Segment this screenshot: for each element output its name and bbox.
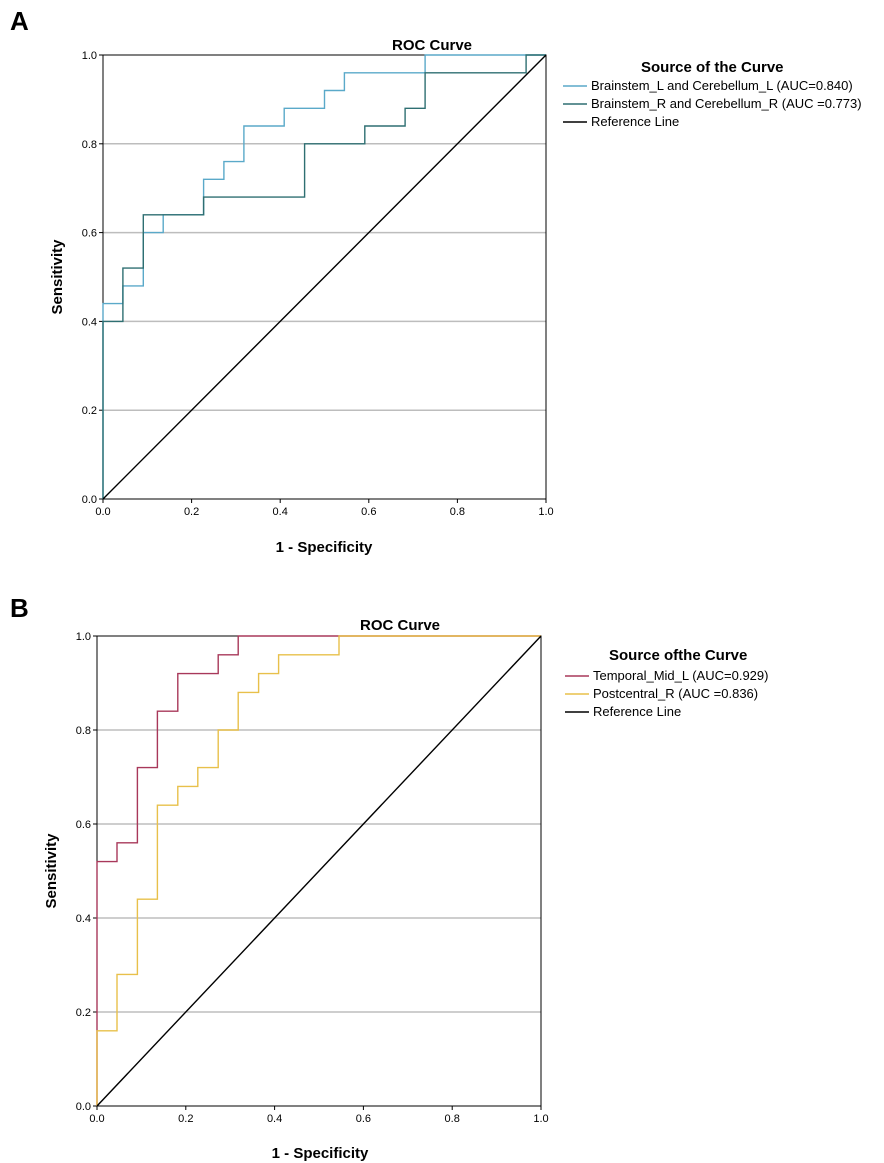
y-tick-label: 0.2 [82,405,97,417]
y-tick-label: 0.4 [82,316,97,328]
roc-series-line [96,635,541,1106]
legend-title: Source ofthe Curve [609,647,747,664]
panel-b: B ROC Curve 1 - Specificity Sensitivity … [10,593,768,1162]
reference-line [102,54,547,500]
panel-label: A [10,6,29,36]
roc-series-line [96,635,541,1106]
x-tick-label: 0.8 [445,1113,460,1125]
legend-entry: Brainstem_R and Cerebellum_R (AUC =0.773… [591,96,862,111]
y-tick-label: 1.0 [76,631,91,643]
legend-entry: Temporal_Mid_L (AUC=0.929) [593,668,768,683]
x-tick-label: 0.4 [273,506,288,518]
y-tick-label: 1.0 [82,50,97,62]
y-tick-label: 0.6 [76,819,91,831]
y-tick-label: 0.0 [76,1101,91,1113]
x-axis-title: 1 - Specificity [272,1145,369,1162]
panel-a: A ROC Curve 1 - Specificity Sensitivity … [10,6,862,556]
x-tick-label: 0.6 [361,506,376,518]
x-tick-label: 0.0 [89,1113,104,1125]
x-tick-label: 0.2 [184,506,199,518]
x-axis-title: 1 - Specificity [276,539,373,556]
roc-series-line [102,54,546,499]
legend-entry: Reference Line [593,704,681,719]
x-tick-label: 0.0 [95,506,110,518]
y-tick-label: 0.6 [82,228,97,240]
reference-line [96,635,542,1107]
roc-series-line [102,54,546,499]
x-tick-label: 0.4 [267,1113,282,1125]
y-tick-label: 0.0 [82,494,97,506]
legend-entry: Brainstem_L and Cerebellum_L (AUC=0.840) [591,78,853,93]
y-tick-label: 0.2 [76,1007,91,1019]
x-tick-label: 1.0 [538,506,553,518]
x-tick-label: 0.8 [450,506,465,518]
legend-title: Source of the Curve [641,59,784,76]
chart-title: ROC Curve [360,617,440,634]
legend-entry: Postcentral_R (AUC =0.836) [593,686,758,701]
x-tick-label: 1.0 [533,1113,548,1125]
legend-entry: Reference Line [591,114,679,129]
panel-label: B [10,593,29,623]
y-tick-label: 0.8 [76,725,91,737]
y-tick-label: 0.8 [82,139,97,151]
y-tick-label: 0.4 [76,913,91,925]
chart-title: ROC Curve [392,37,472,54]
x-tick-label: 0.2 [178,1113,193,1125]
y-axis-title: Sensitivity [49,239,66,315]
x-tick-label: 0.6 [356,1113,371,1125]
plot-frame [102,54,547,500]
y-axis-title: Sensitivity [43,833,60,909]
